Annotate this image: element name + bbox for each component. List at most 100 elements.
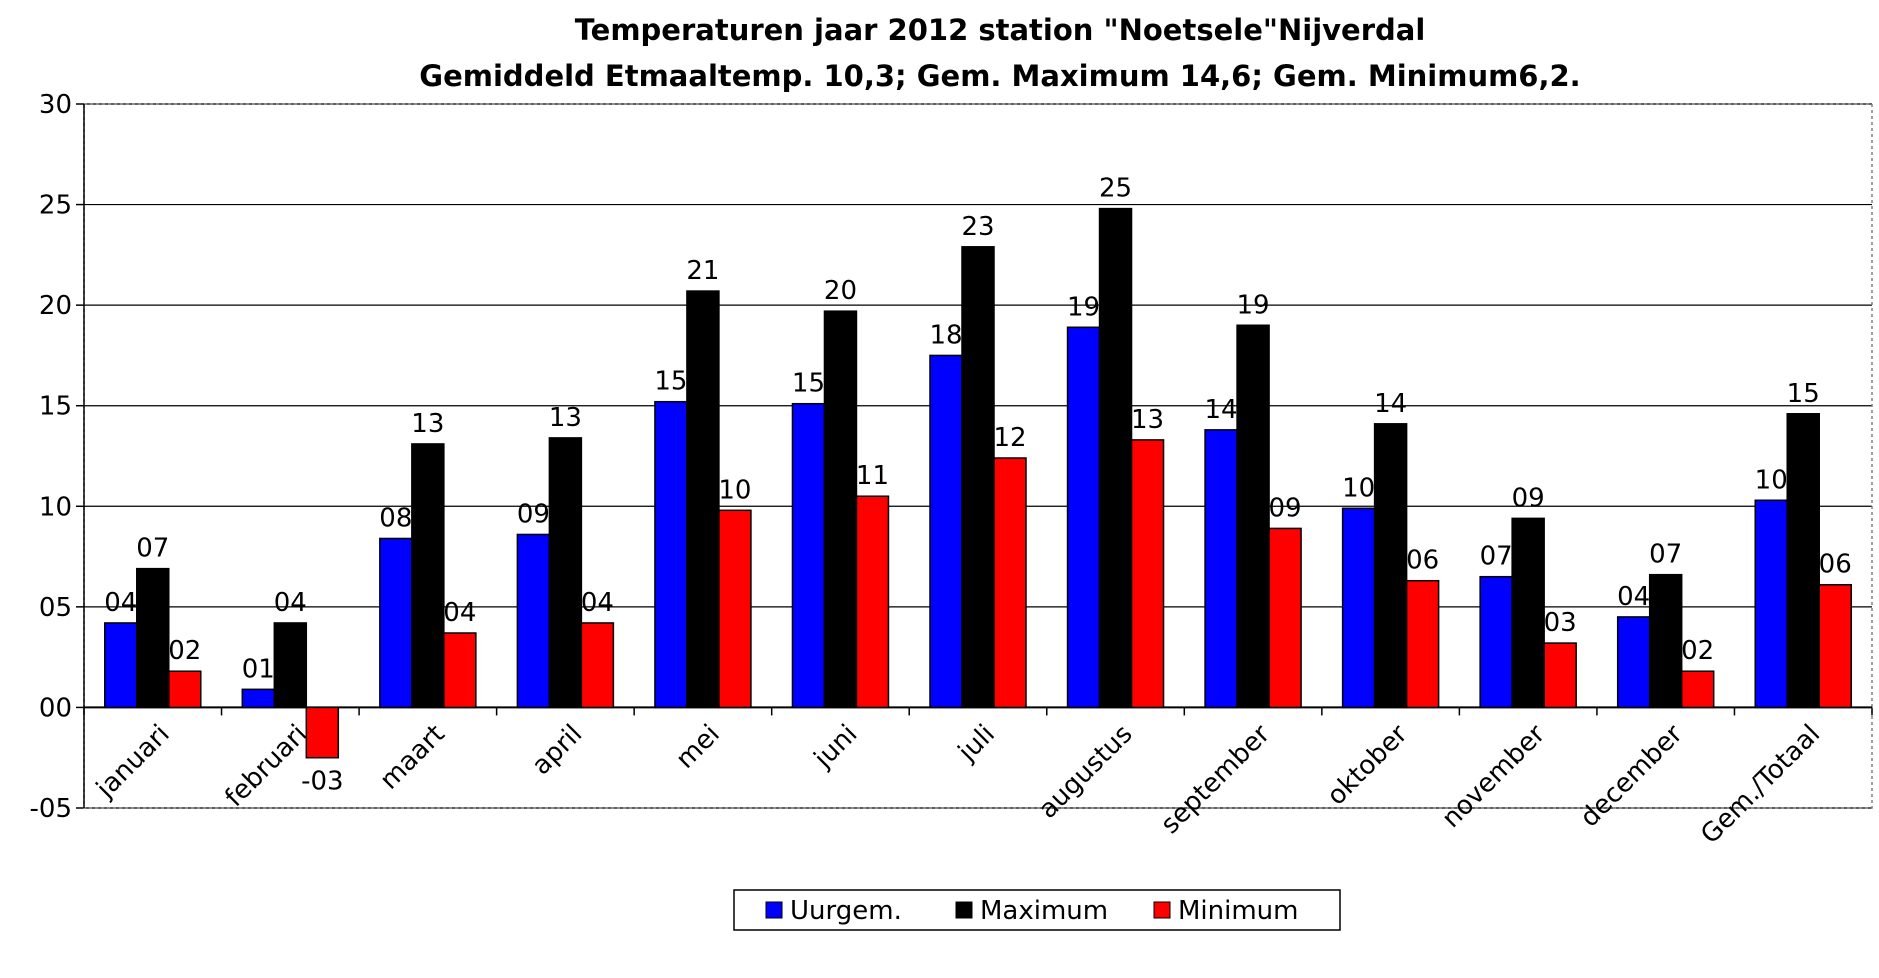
data-label: 02 bbox=[1681, 636, 1714, 666]
category-label: juli bbox=[952, 719, 1001, 768]
bar-maximum bbox=[411, 443, 445, 709]
data-label: 04 bbox=[104, 588, 137, 618]
data-label: 10 bbox=[718, 475, 751, 505]
category-label: december bbox=[1575, 719, 1689, 833]
y-tick-label: -05 bbox=[30, 794, 72, 824]
bar-uurgem bbox=[654, 400, 688, 709]
data-label: 04 bbox=[581, 588, 614, 618]
legend-swatch bbox=[1153, 901, 1171, 919]
bar-minimum bbox=[1268, 527, 1302, 709]
bar-minimum bbox=[168, 670, 202, 709]
bar-minimum bbox=[1818, 583, 1852, 709]
bar-minimum bbox=[1680, 670, 1715, 709]
category-label: september bbox=[1155, 719, 1276, 840]
bar-maximum bbox=[1786, 413, 1820, 709]
data-label: 07 bbox=[1649, 540, 1682, 570]
y-tick-label: 30 bbox=[39, 90, 72, 120]
bar-uurgem bbox=[1204, 429, 1238, 709]
data-labels: 04 07 02 01 04 -03 08 13 04 09 13 04 15 21 10 15 20 11 18 2… bbox=[104, 174, 1852, 797]
category-label: juni bbox=[808, 719, 863, 774]
legend-label: Uurgem. bbox=[790, 896, 902, 926]
bar-uurgem bbox=[379, 537, 413, 709]
category-label: januari bbox=[90, 719, 176, 805]
data-label: 19 bbox=[1237, 290, 1270, 320]
legend: Uurgem. Maximum Minimum bbox=[733, 889, 1341, 931]
data-label: 10 bbox=[1755, 465, 1788, 495]
data-label: 13 bbox=[411, 409, 444, 439]
data-label: 04 bbox=[1617, 582, 1650, 612]
data-label: 20 bbox=[824, 276, 857, 306]
data-label: 15 bbox=[654, 367, 687, 397]
category-label: april bbox=[526, 719, 588, 781]
data-label: 08 bbox=[379, 503, 412, 533]
data-label: 15 bbox=[1787, 379, 1820, 409]
data-label: 02 bbox=[168, 636, 201, 666]
data-label: 04 bbox=[274, 588, 307, 618]
bar-series bbox=[104, 207, 1852, 759]
category-label: augustus bbox=[1033, 719, 1138, 824]
bar-uurgem bbox=[1479, 575, 1513, 709]
data-label: 15 bbox=[792, 369, 825, 399]
category-label: oktober bbox=[1321, 719, 1413, 811]
data-label: 09 bbox=[517, 499, 550, 529]
bar-uurgem bbox=[1066, 326, 1101, 709]
data-label: 06 bbox=[1819, 550, 1852, 580]
legend-swatch bbox=[765, 901, 783, 919]
category-label: mei bbox=[670, 719, 726, 775]
legend-swatch bbox=[955, 901, 973, 919]
bar-uurgem bbox=[791, 402, 826, 709]
bar-maximum bbox=[1236, 324, 1270, 709]
y-tick-label: 15 bbox=[39, 392, 72, 422]
legend-box bbox=[733, 889, 1341, 931]
data-label: 23 bbox=[961, 212, 994, 242]
bar-uurgem bbox=[516, 533, 551, 709]
bar-maximum bbox=[823, 310, 858, 709]
y-tick-label: 05 bbox=[39, 593, 72, 623]
data-label: 21 bbox=[686, 256, 719, 286]
y-tick-label: 10 bbox=[39, 492, 72, 522]
bar-minimum bbox=[1543, 642, 1577, 709]
data-label: 09 bbox=[1269, 493, 1302, 523]
data-label: 03 bbox=[1544, 608, 1577, 638]
legend-label: Minimum bbox=[1178, 896, 1299, 926]
y-tick-label: 00 bbox=[39, 693, 72, 723]
bar-uurgem bbox=[1341, 507, 1376, 709]
bar-maximum bbox=[686, 290, 720, 709]
data-label: 01 bbox=[242, 654, 275, 684]
bar-maximum bbox=[273, 622, 308, 709]
data-label: 10 bbox=[1342, 473, 1375, 503]
bar-maximum bbox=[1648, 573, 1683, 709]
data-label: 19 bbox=[1067, 292, 1100, 322]
bar-maximum bbox=[1098, 207, 1133, 709]
chart-title: Temperaturen jaar 2012 station "Noetsele… bbox=[575, 13, 1426, 47]
x-axis-category-labels: januari februari maart april mei juni juli augu… bbox=[90, 719, 1826, 850]
chart-subtitle: Gemiddeld Etmaaltemp. 10,3; Gem. Maximum… bbox=[419, 59, 1580, 93]
data-label: 11 bbox=[856, 461, 889, 491]
data-label: 13 bbox=[1131, 405, 1164, 435]
bar-uurgem bbox=[1616, 616, 1651, 709]
data-label: 06 bbox=[1406, 546, 1439, 576]
data-label: 18 bbox=[929, 320, 962, 350]
bar-maximum bbox=[548, 437, 583, 709]
y-tick-label: 25 bbox=[39, 191, 72, 221]
data-label: 04 bbox=[443, 598, 476, 628]
y-axis-tick-labels: -05 00 05 10 15 20 25 30 bbox=[30, 90, 72, 824]
data-label: 09 bbox=[1512, 483, 1545, 513]
bar-minimum bbox=[993, 457, 1027, 709]
category-label: februari bbox=[219, 719, 313, 813]
bar-maximum bbox=[136, 567, 170, 709]
bar-minimum bbox=[305, 706, 340, 759]
data-label: 13 bbox=[549, 403, 582, 433]
bar-uurgem bbox=[104, 622, 138, 709]
category-label: Gem./Totaal bbox=[1695, 719, 1826, 850]
bar-maximum bbox=[1511, 517, 1545, 709]
data-label: 07 bbox=[136, 534, 169, 564]
y-tick-label: 20 bbox=[39, 291, 72, 321]
data-label: 14 bbox=[1205, 395, 1238, 425]
bar-minimum bbox=[855, 495, 890, 709]
data-label: -03 bbox=[301, 767, 343, 797]
bar-minimum bbox=[1130, 439, 1165, 709]
bar-minimum bbox=[718, 509, 752, 709]
data-label: 25 bbox=[1099, 174, 1132, 204]
